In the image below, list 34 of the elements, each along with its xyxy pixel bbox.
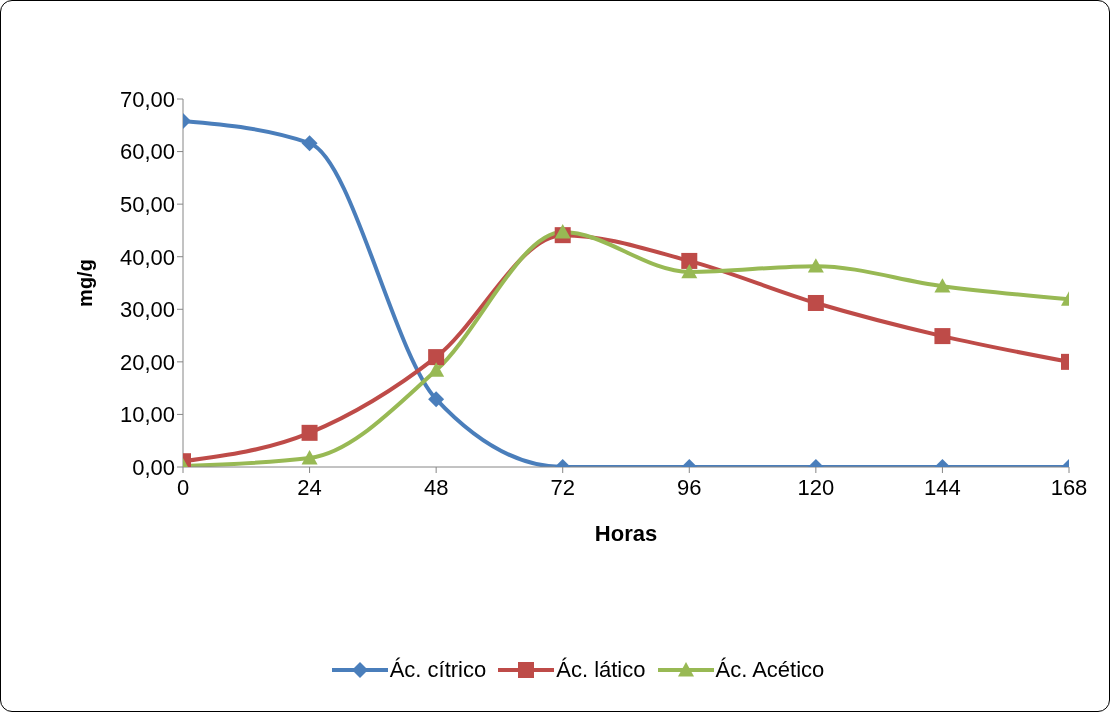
y-tick-label: 20,00: [119, 349, 175, 375]
y-tick-label: 70,00: [119, 86, 175, 112]
point: [301, 135, 318, 152]
point: [807, 294, 824, 311]
point: [934, 328, 951, 345]
x-tick-label: 120: [797, 474, 835, 500]
x-tick-label: 96: [677, 474, 702, 500]
legend-label: Ác. cítrico: [388, 657, 487, 683]
point: [934, 278, 951, 293]
y-tick-label: 0,00: [132, 454, 175, 480]
x-axis-title: Horas: [594, 520, 658, 546]
x-tick-label: 144: [924, 474, 961, 500]
point: [681, 263, 698, 279]
x-tick-label: 48: [423, 474, 449, 500]
x-tick-label: 72: [550, 474, 575, 500]
y-tick-label: 60,00: [119, 139, 175, 165]
legend-label: Ác. lático: [555, 657, 646, 683]
point: [301, 424, 318, 441]
x-tick-label: 0: [176, 474, 190, 500]
y-tick-label: 50,00: [119, 191, 175, 217]
legend-label: Ác. Acético: [714, 657, 825, 683]
point: [428, 391, 445, 408]
y-tick-label: 30,00: [119, 297, 175, 323]
point: [807, 258, 824, 273]
x-tick-label: 24: [297, 474, 322, 500]
point: [301, 450, 318, 465]
y-tick-label: 10,00: [119, 402, 175, 428]
y-tick-label: 40,00: [119, 244, 175, 270]
y-axis-title: mg/g: [74, 259, 97, 307]
point: [428, 349, 445, 366]
point: [554, 224, 571, 239]
point: [428, 362, 445, 377]
x-tick-label: 168: [1050, 474, 1088, 500]
point: [681, 252, 698, 269]
